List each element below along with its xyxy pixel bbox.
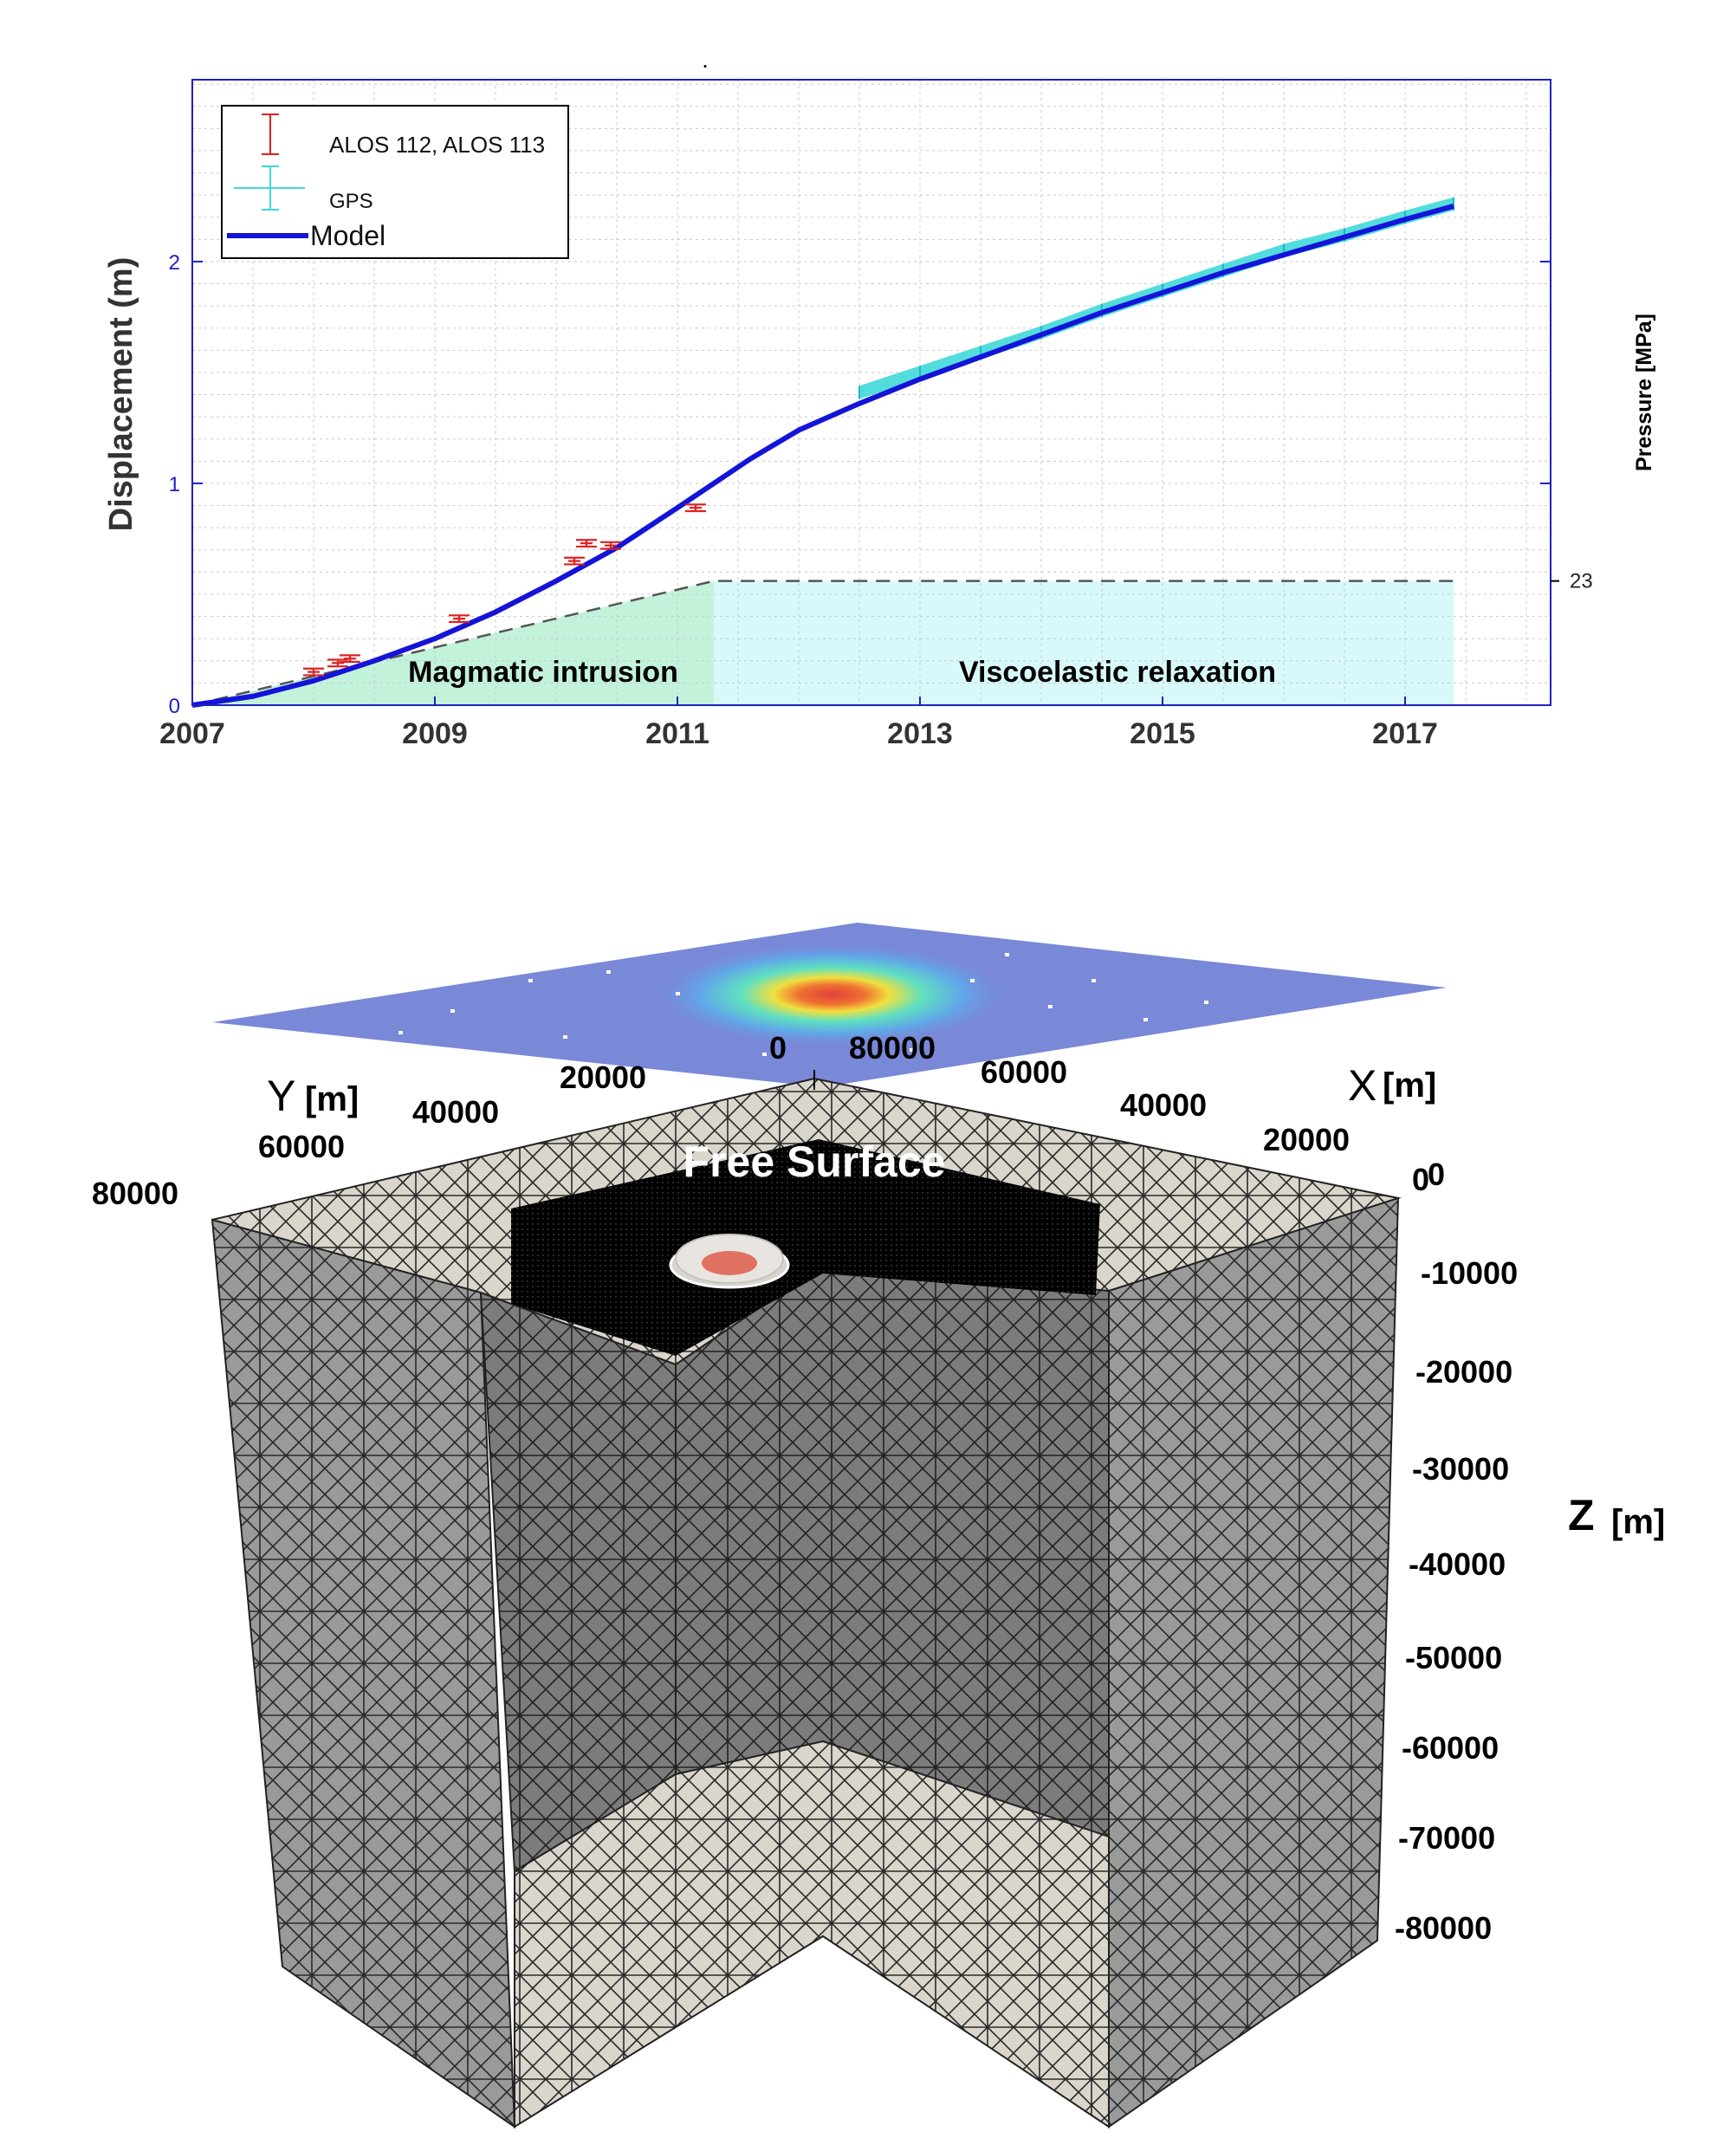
alos-point — [303, 667, 324, 677]
z-tick-minus-30000: -30000 — [1412, 1451, 1509, 1487]
series — [191, 197, 1454, 708]
mesh-left-outer-face — [211, 1218, 516, 2129]
phase-region-magmatic-intrusion — [192, 580, 714, 705]
legend-marker-gps — [234, 165, 305, 211]
alos-point — [340, 654, 360, 664]
phase-regions — [192, 580, 1454, 705]
y-tick-label: 1 — [169, 473, 180, 496]
phase-label-magmatic-intrusion: Magmatic intrusion — [408, 656, 678, 689]
y-axis-label-3d: Y — [267, 1072, 295, 1120]
y-tick-80000: 80000 — [92, 1176, 178, 1211]
mesh-figure: Free Surface X [m] Y [m] Z [m] 80000 600… — [92, 923, 1665, 2129]
legend-label-model: Model — [310, 220, 385, 251]
legend: ALOS 112, ALOS 113 GPS Model — [221, 105, 569, 259]
mesh-inner-left-face — [479, 1291, 677, 1873]
y-tick-20000: 20000 — [560, 1060, 646, 1095]
phase-region-viscoelastic-relaxation — [714, 580, 1454, 705]
mesh-floor-face — [514, 1740, 1110, 2129]
mesh-refined-region — [511, 1139, 1100, 1356]
mesh-right-outer-face — [1108, 1196, 1400, 2129]
mesh-title: Free Surface — [683, 1137, 946, 1186]
x-tick-label: 2007 — [159, 717, 225, 750]
y-axis-unit-3d: [m] — [305, 1080, 359, 1118]
alos-point — [685, 503, 706, 513]
surface-heat-spot — [650, 941, 1014, 1048]
y-tick-0: 0 — [769, 1030, 787, 1066]
alos-point — [327, 658, 348, 668]
y-tick-60000: 60000 — [258, 1129, 345, 1164]
z-tick-minus-10000: -10000 — [1421, 1255, 1518, 1291]
axis-ticks: 2007 2009 2011 2013 2015 2017 0 1 2 23 — [159, 251, 1593, 750]
legend-label-gps: GPS — [329, 190, 373, 213]
x-axis-label: X — [1348, 1061, 1376, 1110]
x-tick-40000: 40000 — [1120, 1087, 1207, 1123]
y-tick-40000: 40000 — [412, 1094, 499, 1130]
alos-point — [449, 614, 470, 624]
x-tick-0: 0 — [1412, 1162, 1429, 1197]
z-tick-minus-80000: -80000 — [1395, 1910, 1492, 1946]
y-axis-label: Displacement (m) — [103, 257, 139, 532]
x-tick-label: 2015 — [1130, 717, 1195, 750]
phase-label-viscoelastic-relaxation: Viscoelastic relaxation — [959, 656, 1276, 689]
z-tick-minus-60000: -60000 — [1402, 1730, 1499, 1766]
y-tick-label: 2 — [169, 251, 180, 275]
z-tick-minus-40000: -40000 — [1409, 1546, 1506, 1582]
displacement-chart: 2007 2009 2011 2013 2015 2017 0 1 2 23 . Displace… — [103, 46, 1656, 750]
z-tick-minus-20000: -20000 — [1415, 1354, 1513, 1390]
legend-marker-alos — [262, 113, 279, 155]
surface-station-dots — [398, 953, 1208, 1056]
mesh-inner-back-face — [675, 1263, 1110, 1838]
x-tick-label: 2017 — [1372, 717, 1438, 750]
legend-label-alos: ALOS 112, ALOS 113 — [329, 132, 545, 158]
y-tick-label: 0 — [169, 695, 180, 718]
x-tick-label: 2009 — [402, 717, 468, 750]
legend-box — [221, 105, 569, 259]
model-line — [191, 204, 1454, 708]
z-tick-minus-70000: -70000 — [1398, 1820, 1495, 1856]
x-tick-label: 2013 — [887, 717, 953, 750]
x-tick-80000: 80000 — [849, 1030, 936, 1066]
z-axis-unit: [m] — [1611, 1503, 1665, 1541]
x-tick-label: 2011 — [645, 717, 709, 750]
z-axis-label: Z — [1568, 1491, 1595, 1539]
alos-point — [564, 556, 585, 566]
magma-chamber-core — [702, 1251, 757, 1275]
alos-point — [600, 541, 621, 550]
y2-axis-label: Pressure [MPa] — [1632, 314, 1656, 471]
x-tick-20000: 20000 — [1263, 1122, 1350, 1157]
x-tick-60000: 60000 — [981, 1054, 1067, 1090]
top-marker: . — [702, 46, 709, 73]
z-tick-minus-50000: -50000 — [1405, 1640, 1502, 1675]
alos-point — [576, 539, 597, 548]
plot-frame — [191, 79, 1551, 706]
z-tick-0: 0 — [1428, 1157, 1445, 1192]
y2-tick-label: 23 — [1570, 570, 1593, 593]
x-axis-unit: [m] — [1383, 1066, 1436, 1105]
